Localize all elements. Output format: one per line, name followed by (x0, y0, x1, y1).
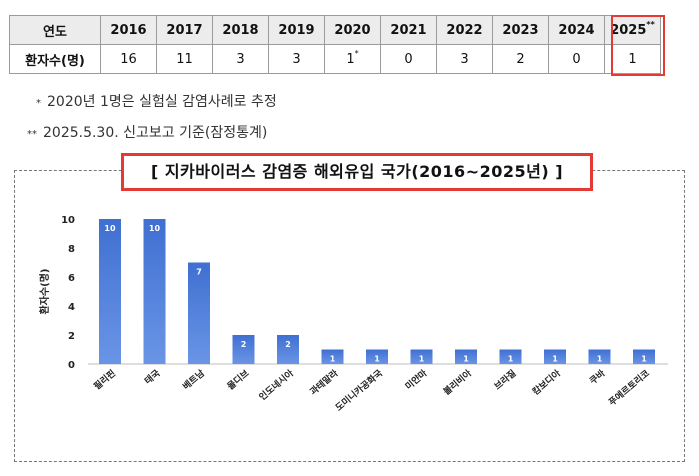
data-label: 1 (641, 355, 647, 364)
bar (633, 349, 655, 364)
bar (499, 349, 522, 364)
footnote-2-text: 2025.5.30. 신고보고 기준(잠정통계) (43, 125, 268, 141)
data-label: 1 (374, 355, 380, 364)
count-cell: 16 (100, 44, 157, 74)
bar (366, 349, 388, 364)
count-cell: 1 (604, 44, 661, 74)
category-label: 쿠바 (587, 367, 608, 387)
bar (188, 262, 210, 364)
yearly-cases-table: 연도 2016 2017 2018 2019 2020 2021 2022 20… (9, 15, 661, 74)
data-label: 1 (330, 355, 336, 364)
bar (455, 349, 477, 364)
table-header-row: 연도 2016 2017 2018 2019 2020 2021 2022 20… (9, 15, 661, 45)
year-cell: 2020 (324, 15, 381, 45)
year-cell: 2019 (268, 15, 325, 45)
y-tick-label: 8 (68, 244, 75, 255)
category-label: 태국 (142, 367, 163, 387)
table-row-label: 환자수(명) (9, 44, 101, 74)
count-cell-2020: 1* (324, 44, 381, 74)
chart-title: [ 지카바이러스 감염증 해외유입 국가(2016~2025년) ] (121, 153, 593, 191)
category-label: 필리핀 (91, 367, 118, 392)
y-tick-label: 10 (61, 215, 75, 226)
data-label: 1 (508, 355, 514, 364)
bar (410, 349, 433, 364)
data-label: 1 (597, 355, 603, 364)
table-count-row: 환자수(명) 16 11 3 3 1* 0 3 2 0 1 (9, 44, 661, 74)
data-label: 1 (419, 355, 425, 364)
category-label: 캄보디아 (530, 367, 564, 398)
count-cell: 2 (492, 44, 549, 74)
footnote-1: * 2020년 1명은 실험실 감염사례로 추정 (36, 91, 277, 111)
data-label: 10 (104, 224, 116, 233)
category-label: 과테말라 (307, 367, 341, 398)
bar (277, 335, 299, 364)
data-label: 10 (149, 224, 161, 233)
category-label: 도미니카공화국 (333, 367, 386, 414)
year-2025-text: 2025 (610, 22, 647, 38)
data-label: 1 (552, 355, 558, 364)
category-label: 푸에르토리코 (606, 367, 652, 408)
year-cell: 2024 (548, 15, 605, 45)
count-cell: 3 (212, 44, 269, 74)
year-cell: 2021 (380, 15, 437, 45)
bar (232, 335, 255, 364)
footnote-1-mark: * (36, 98, 41, 109)
count-2020-text: 1 (346, 51, 355, 67)
data-label: 7 (196, 268, 202, 277)
footnote-mark: ** (646, 19, 655, 29)
y-tick-label: 2 (68, 331, 75, 342)
year-cell-2025: 2025** (604, 15, 661, 45)
count-cell: 3 (436, 44, 493, 74)
category-label: 볼리비아 (441, 367, 475, 398)
year-cell: 2023 (492, 15, 549, 45)
bar (544, 349, 566, 364)
table-header-label: 연도 (9, 15, 101, 45)
footnote-2: ** 2025.5.30. 신고보고 기준(잠정통계) (27, 122, 267, 142)
data-label: 2 (241, 340, 247, 349)
bar (143, 219, 166, 364)
category-label: 브라질 (492, 367, 519, 392)
data-label: 2 (285, 340, 291, 349)
y-tick-label: 4 (68, 302, 75, 313)
count-cell: 0 (548, 44, 605, 74)
count-cell: 0 (380, 44, 437, 74)
category-label: 인도네시아 (256, 367, 296, 403)
footnote-2-mark: ** (27, 129, 37, 140)
category-label: 미얀마 (403, 367, 430, 393)
bar (99, 219, 121, 364)
footnote-1-text: 2020년 1명은 실험실 감염사례로 추정 (47, 94, 277, 110)
y-tick-label: 6 (68, 273, 75, 284)
y-axis-title: 환자수(명) (38, 269, 51, 315)
year-cell: 2022 (436, 15, 493, 45)
footnote-mark: * (354, 48, 359, 58)
category-label: 몰디브 (225, 367, 252, 393)
category-label: 베트남 (180, 367, 207, 393)
y-tick-label: 0 (68, 360, 75, 371)
bar (321, 349, 344, 364)
data-label: 1 (463, 355, 469, 364)
bar (588, 349, 611, 364)
